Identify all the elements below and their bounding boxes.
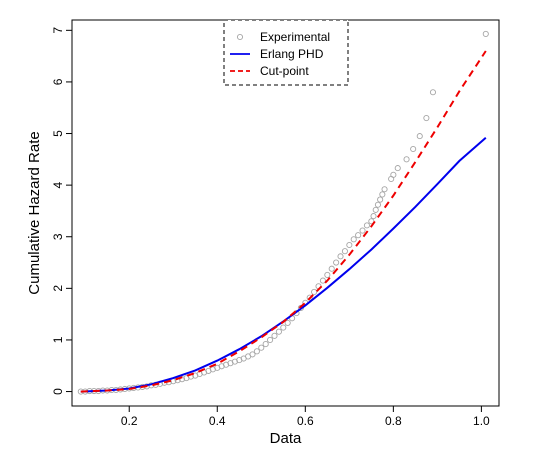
y-tick-label: 5 [51,130,65,137]
experimental-point [275,328,282,335]
experimental-point [280,324,287,331]
series-layer [77,30,489,395]
experimental-point [482,30,489,37]
experimental-point [410,145,417,153]
experimental-point [319,277,326,284]
experimental-point [258,344,265,351]
y-tick-label: 1 [51,336,65,343]
experimental-point [253,348,260,355]
experimental-point [370,213,377,220]
y-axis-title: Cumulative Hazard Rate [26,131,43,294]
x-tick-label: 0.4 [209,414,226,428]
experimental-point [423,114,430,122]
legend: Experimental Erlang PHD Cut-point [223,19,349,86]
experimental-point [350,236,357,243]
experimental-point [394,165,401,172]
legend-label: Experimental [260,30,330,44]
experimental-point [249,351,256,358]
y-tick-label: 0 [51,388,65,395]
experimental-point [337,253,344,260]
cut-point-line [80,50,487,393]
experimental-point [390,171,397,178]
y-tick-label: 2 [51,285,65,292]
experimental-point [328,265,335,272]
experimental-point [271,332,278,339]
y-tick-label: 7 [51,27,65,34]
x-tick-label: 0.6 [297,414,314,428]
experimental-point [363,222,370,229]
experimental-point [377,196,384,203]
experimental-point [267,336,274,343]
x-axis-title: Data [270,430,302,447]
y-axis: 0 1 2 3 4 5 6 7 [51,27,72,395]
experimental-point [341,248,348,255]
experimental-point [372,206,379,213]
y-tick-label: 4 [51,181,65,188]
experimental-point [355,232,362,239]
experimental-point [379,191,386,198]
y-tick-label: 3 [51,233,65,240]
experimental-point [374,201,381,208]
experimental-point [346,241,353,249]
experimental-point [381,186,388,193]
experimental-point [284,319,291,326]
experimental-point [311,288,318,296]
experimental-point [262,341,269,348]
experimental-point [359,227,366,234]
experimental-point [306,294,313,301]
experimental-point [324,271,331,278]
legend-label: Cut-point [260,64,309,78]
x-axis: 0.2 0.4 0.6 0.8 1.0 [121,406,490,428]
y-tick-label: 6 [51,78,65,85]
experimental-point [429,89,437,96]
experimental-point [333,259,340,266]
experimental-point [403,156,410,163]
x-tick-label: 0.8 [385,414,402,428]
legend-label: Erlang PHD [260,47,324,61]
x-tick-label: 1.0 [473,414,490,428]
x-tick-label: 0.2 [121,414,138,428]
legend-box [223,19,349,86]
experimental-point [416,133,423,140]
legend-point-symbol [236,33,244,41]
